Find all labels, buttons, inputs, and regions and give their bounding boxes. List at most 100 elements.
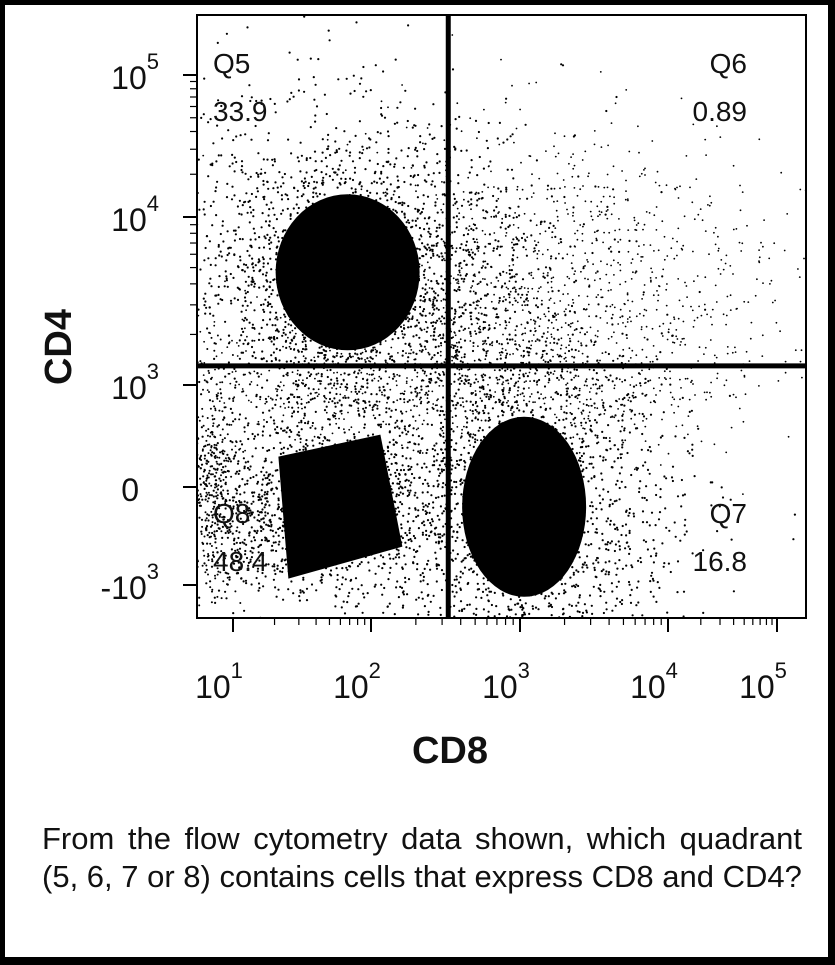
event-dot: [238, 499, 241, 503]
event-dot: [252, 266, 255, 269]
event-dot: [513, 587, 516, 590]
event-dot: [187, 558, 189, 560]
event-dot: [224, 375, 227, 378]
event-dot: [403, 554, 406, 557]
event-dot: [359, 273, 362, 276]
event-dot: [364, 360, 367, 363]
event-dot: [399, 410, 403, 413]
event-dot: [294, 550, 297, 553]
event-dot: [25, 446, 27, 448]
event-dot: [141, 467, 143, 469]
event-dot: [264, 514, 267, 517]
event-dot: [482, 577, 485, 580]
event-dot: [193, 400, 195, 402]
event-dot: [358, 198, 361, 201]
event-dot: [292, 95, 295, 98]
event-dot: [363, 426, 366, 429]
event-dot: [472, 301, 475, 304]
event-dot: [355, 316, 359, 319]
event-dot: [314, 247, 317, 250]
event-dot: [477, 327, 480, 330]
event-dot: [458, 269, 461, 272]
event-dot: [287, 555, 290, 558]
event-dot: [446, 672, 448, 674]
event-dot: [264, 171, 267, 174]
event-dot: [467, 248, 470, 251]
event-dot: [394, 507, 397, 510]
event-dot: [528, 433, 531, 437]
event-dot: [484, 503, 487, 507]
event-dot: [300, 154, 303, 157]
event-dot: [433, 330, 436, 333]
event-dot: [302, 491, 305, 494]
event-dot: [522, 421, 525, 424]
event-dot: [258, 493, 261, 496]
event-dot: [603, 590, 606, 593]
event-dot: [331, 563, 335, 566]
event-dot: [214, 294, 217, 297]
event-dot: [282, 182, 285, 185]
event-dot: [211, 162, 214, 165]
event-dot: [463, 491, 466, 495]
event-dot: [282, 536, 285, 539]
event-dot: [262, 308, 265, 311]
event-dot: [231, 441, 234, 444]
event-dot: [362, 232, 365, 235]
event-dot: [248, 507, 251, 510]
event-dot: [296, 532, 299, 535]
event-dot: [212, 495, 215, 498]
event-dot: [277, 330, 280, 333]
event-dot: [391, 267, 394, 270]
event-dot: [480, 465, 483, 468]
event-dot: [433, 296, 436, 299]
event-dot: [205, 525, 209, 528]
event-dot: [422, 579, 425, 582]
event-dot: [257, 375, 260, 378]
event-dot: [335, 347, 339, 351]
event-dot: [268, 318, 272, 321]
event-dot: [409, 457, 412, 460]
event-dot: [228, 165, 231, 168]
event-dot: [324, 532, 327, 536]
event-dot: [312, 187, 315, 190]
event-dot: [580, 344, 583, 347]
event-dot: [299, 483, 302, 486]
event-dot: [329, 224, 332, 227]
event-dot: [258, 270, 261, 273]
event-dot: [461, 572, 464, 575]
event-dot: [443, 413, 446, 416]
event-dot: [320, 521, 323, 524]
event-dot: [177, 268, 179, 270]
event-dot: [369, 499, 372, 502]
event-dot: [263, 310, 266, 313]
event-dot: [294, 501, 297, 505]
event-dot: [346, 519, 349, 523]
event-dot: [245, 318, 248, 321]
event-dot: [510, 168, 514, 171]
event-dot: [402, 166, 405, 169]
event-dot: [442, 288, 445, 292]
event-dot: [384, 527, 387, 530]
event-dot: [224, 476, 228, 479]
event-dot: [158, 122, 160, 124]
event-dot: [313, 397, 316, 400]
event-dot: [330, 246, 333, 249]
event-dot: [317, 262, 320, 265]
event-dot: [570, 304, 574, 308]
event-dot: [369, 191, 372, 194]
event-dot: [534, 593, 537, 596]
event-dot: [602, 611, 606, 615]
event-dot: [437, 294, 440, 297]
event-dot: [368, 553, 371, 556]
event-dot: [370, 350, 373, 353]
event-dot: [442, 510, 445, 513]
event-dot: [237, 508, 240, 511]
event-dot: [419, 327, 422, 330]
event-dot: [368, 456, 372, 459]
event-dot: [240, 95, 244, 98]
event-dot: [505, 186, 508, 189]
event-dot: [218, 477, 221, 480]
event-dot: [520, 236, 524, 240]
event-dot: [474, 434, 477, 437]
event-dot: [472, 341, 475, 344]
